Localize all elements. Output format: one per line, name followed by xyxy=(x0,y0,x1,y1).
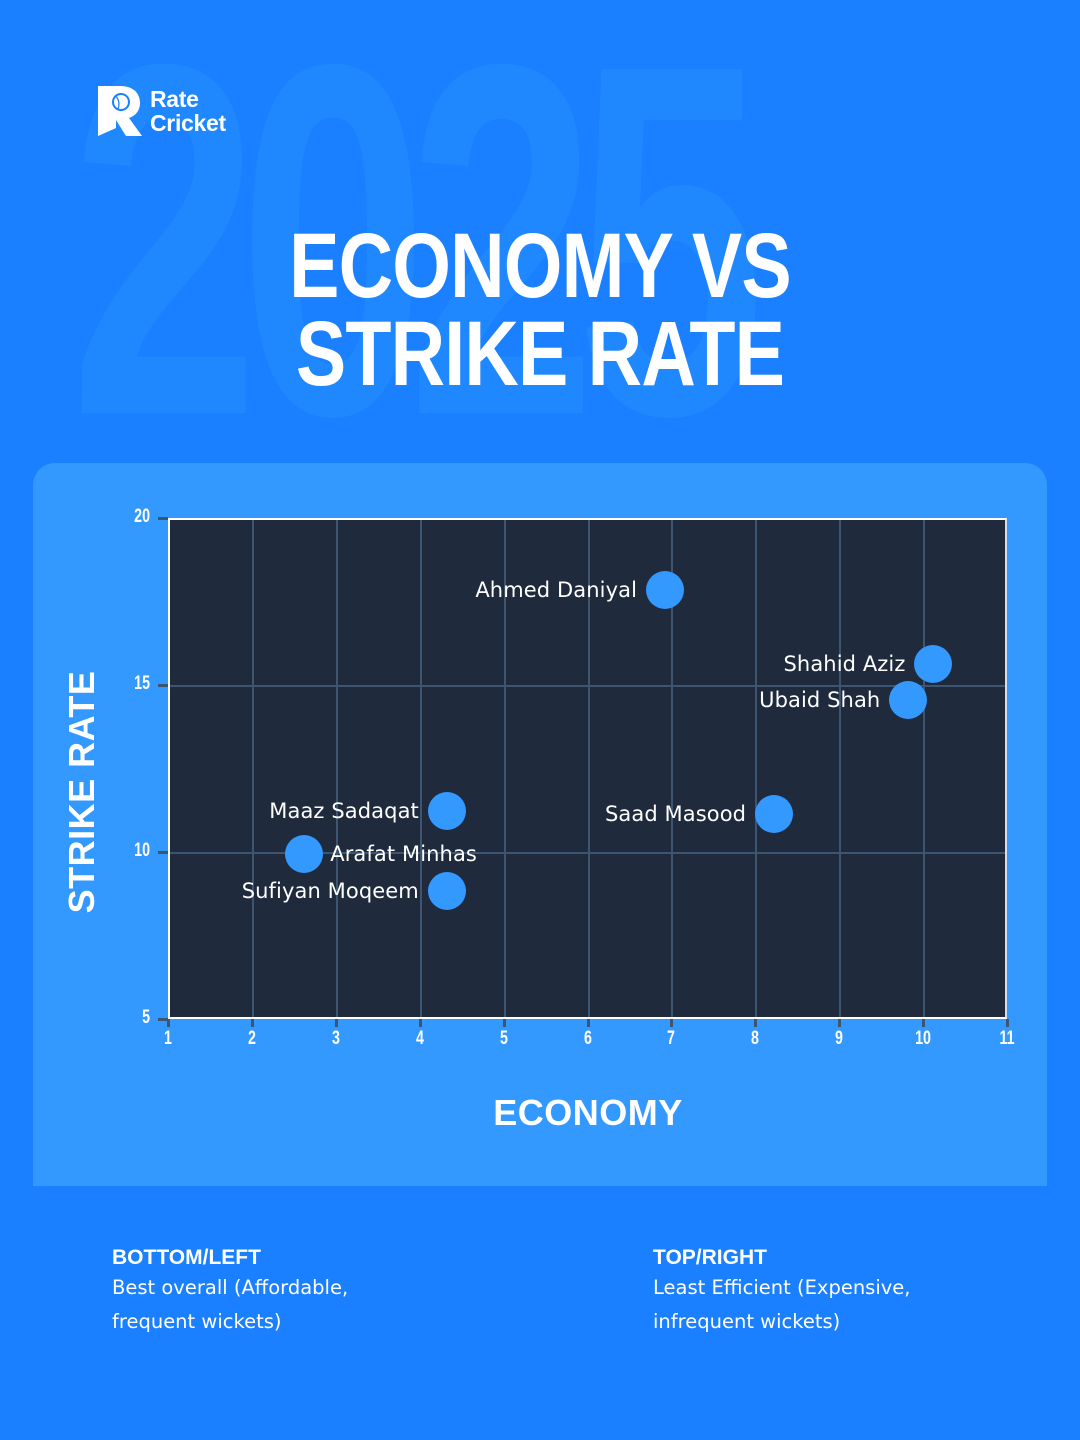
data-point-label: Ubaid Shah xyxy=(759,688,881,713)
title-line-1: ECONOMY VS xyxy=(289,215,792,317)
x-tick-mark xyxy=(167,1019,170,1027)
y-tick-label: 5 xyxy=(142,1007,150,1028)
x-tick-label: 2 xyxy=(247,1028,256,1049)
brand-line-2: Cricket xyxy=(150,110,226,136)
legend-text: infrequent wickets) xyxy=(653,1310,841,1333)
y-tick-mark xyxy=(158,517,168,520)
y-tick-mark xyxy=(158,851,168,854)
legend-text: Least Efficient (Expensive, xyxy=(653,1276,911,1299)
scatter-plot-area: Ahmed Daniyal Shahid Aziz Ubaid Shah Maaz S… xyxy=(168,518,1007,1019)
grid-line-vertical xyxy=(503,520,506,1017)
x-tick-mark xyxy=(250,1019,254,1027)
x-axis-title: ECONOMY xyxy=(493,1092,683,1133)
grid-line-vertical xyxy=(923,520,926,1017)
x-tick-label: 1 xyxy=(164,1028,172,1049)
grid-line-vertical xyxy=(419,520,422,1017)
data-point-marker[interactable] xyxy=(427,871,466,910)
y-tick-label: 20 xyxy=(134,506,150,527)
data-point-label: Sufiyan Moqeem xyxy=(241,878,419,903)
data-point-marker[interactable] xyxy=(755,794,794,833)
y-tick-mark xyxy=(158,1018,168,1021)
x-tick-label: 9 xyxy=(835,1028,844,1049)
x-tick-label: 8 xyxy=(751,1028,760,1049)
x-tick-mark xyxy=(418,1019,422,1027)
y-axis-title: STRIKE RATE xyxy=(61,670,102,914)
x-tick-label: 11 xyxy=(999,1028,1015,1049)
x-tick-label: 5 xyxy=(499,1028,508,1049)
year-watermark: 2025 xyxy=(70,0,765,519)
x-tick-mark xyxy=(670,1019,674,1027)
x-tick-mark xyxy=(586,1019,590,1027)
grid-line-vertical xyxy=(587,520,590,1017)
x-tick-mark xyxy=(754,1019,758,1027)
x-tick-mark xyxy=(1006,1019,1009,1027)
brand-line-1: Rate xyxy=(150,86,199,112)
page-title: ECONOMY VS STRIKE RATE xyxy=(0,215,1080,405)
data-point-label: Shahid Aziz xyxy=(783,651,906,676)
data-point-marker[interactable] xyxy=(285,835,324,873)
x-tick-label: 7 xyxy=(667,1028,676,1049)
rate-cricket-logo-icon xyxy=(96,84,144,138)
data-point-label: Ahmed Daniyal xyxy=(475,578,638,603)
data-point-marker[interactable] xyxy=(914,644,953,683)
grid-line-vertical xyxy=(251,520,254,1017)
x-tick-label: 10 xyxy=(915,1028,932,1049)
legend-heading: BOTTOM/LEFT xyxy=(112,1246,261,1269)
x-tick-mark xyxy=(922,1019,926,1027)
x-tick-label: 6 xyxy=(583,1028,592,1049)
data-point-label: Saad Masood xyxy=(604,801,747,826)
grid-line-horizontal xyxy=(170,852,1005,854)
data-point-marker[interactable] xyxy=(646,571,684,610)
legend-text: Best overall (Affordable, xyxy=(112,1276,349,1299)
brand-logo: Rate Cricket xyxy=(96,84,226,138)
y-tick-mark xyxy=(158,684,168,687)
x-tick-label: 3 xyxy=(331,1028,340,1049)
brand-name: Rate Cricket xyxy=(150,87,226,135)
legend-bottom-left: BOTTOM/LEFT Best overall (Affordable, fr… xyxy=(112,1245,472,1339)
y-tick-label: 15 xyxy=(134,673,150,694)
legend-heading: TOP/RIGHT xyxy=(653,1246,767,1269)
title-line-2: STRIKE RATE xyxy=(295,303,785,405)
legend-top-right: TOP/RIGHT Least Efficient (Expensive, in… xyxy=(653,1245,1013,1339)
legend-text: frequent wickets) xyxy=(112,1310,282,1333)
y-tick-label: 10 xyxy=(134,840,150,861)
grid-line-vertical xyxy=(671,520,674,1017)
grid-line-vertical xyxy=(335,520,338,1017)
x-tick-mark xyxy=(838,1019,842,1027)
grid-line-horizontal xyxy=(170,685,1005,687)
grid-line-vertical xyxy=(839,520,842,1017)
x-tick-label: 4 xyxy=(415,1028,424,1049)
data-point-marker[interactable] xyxy=(427,791,466,830)
data-point-label: Maaz Sadaqat xyxy=(269,798,419,823)
x-tick-mark xyxy=(502,1019,506,1027)
grid-line-vertical xyxy=(755,520,758,1017)
x-tick-mark xyxy=(334,1019,338,1027)
data-point-label: Arafat Minhas xyxy=(330,842,477,866)
data-point-marker[interactable] xyxy=(889,681,928,720)
